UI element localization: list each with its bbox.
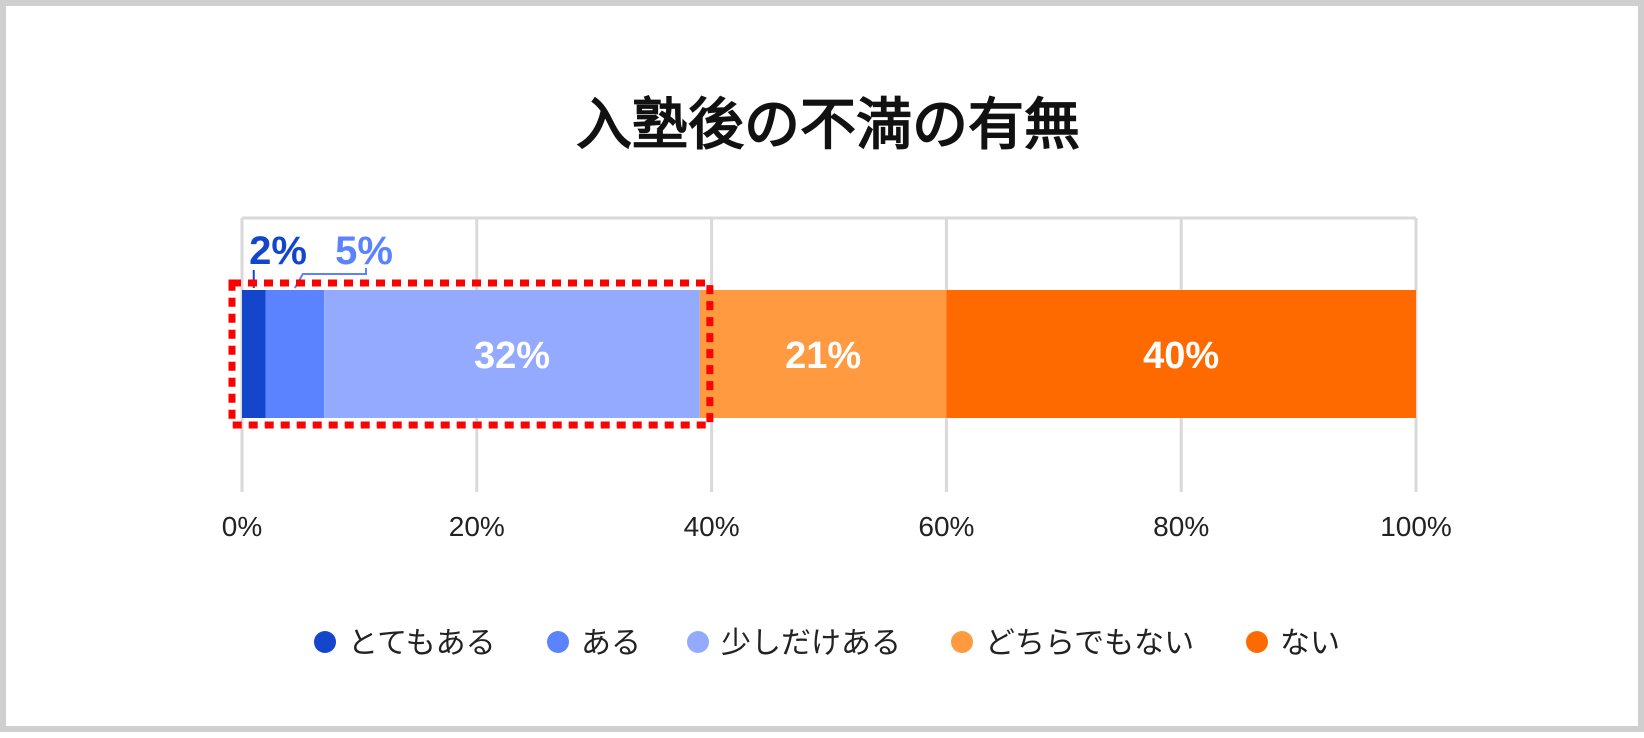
x-tick-label: 20% bbox=[449, 511, 505, 542]
chart-svg: 入塾後の不満の有無 2% 5% 32% 21% 40% 0% 20% 40% 60% 80% 10… bbox=[222, 93, 1452, 661]
x-tick-label: 80% bbox=[1153, 511, 1209, 542]
data-label: 32% bbox=[474, 335, 550, 377]
legend-label: どちらでもない bbox=[985, 626, 1194, 661]
data-labels: 2% 5% 32% 21% 40% bbox=[249, 229, 1219, 377]
data-label: 21% bbox=[785, 335, 861, 377]
highlight-dotted-box bbox=[228, 279, 714, 429]
data-label: 2% bbox=[249, 229, 307, 273]
x-tick-label: 40% bbox=[684, 511, 740, 542]
highlight-box bbox=[228, 279, 714, 429]
bar-segment bbox=[324, 290, 700, 418]
legend-marker bbox=[951, 631, 973, 653]
chart-title: 入塾後の不満の有無 bbox=[576, 93, 1080, 158]
legend-label: 少しだけある bbox=[721, 626, 901, 661]
legend-marker bbox=[314, 631, 336, 653]
bar-segment bbox=[242, 290, 266, 418]
x-tick-label: 0% bbox=[222, 511, 262, 542]
bar-segment bbox=[265, 290, 325, 418]
x-tick-label: 60% bbox=[918, 511, 974, 542]
legend-label: ある bbox=[581, 626, 641, 661]
legend: とてもある ある 少しだけある どちらでもない ない bbox=[314, 626, 1340, 661]
legend-label: ない bbox=[1280, 626, 1340, 661]
legend-label: とてもある bbox=[348, 626, 496, 661]
legend-marker bbox=[547, 631, 569, 653]
legend-marker bbox=[687, 631, 709, 653]
legend-marker bbox=[1246, 631, 1268, 653]
bar-segment bbox=[946, 290, 1416, 418]
data-label: 5% bbox=[335, 229, 393, 273]
x-axis-ticks: 0% 20% 40% 60% 80% 100% bbox=[222, 511, 1452, 542]
data-label: 40% bbox=[1143, 335, 1219, 377]
x-tick-label: 100% bbox=[1380, 511, 1452, 542]
bar-segments bbox=[242, 290, 1416, 418]
bar-segment bbox=[699, 290, 947, 418]
